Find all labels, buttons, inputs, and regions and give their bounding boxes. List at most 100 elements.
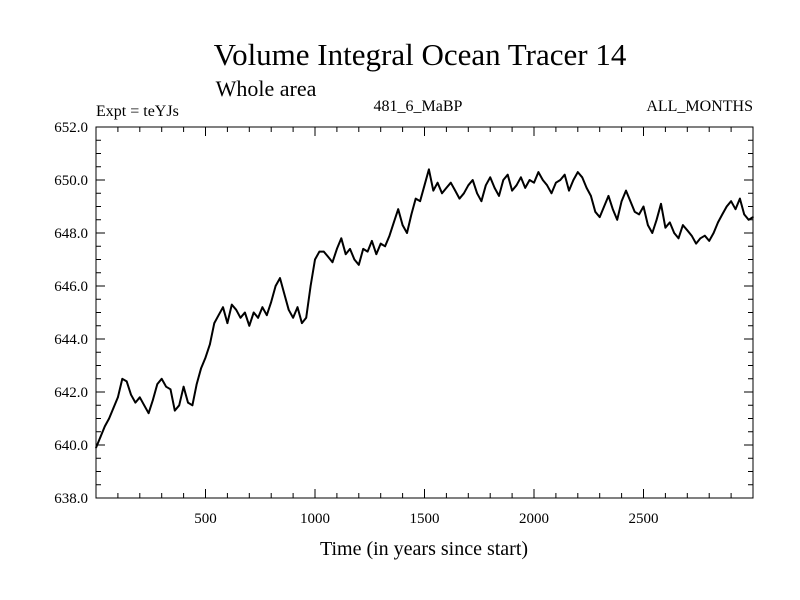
data-point	[112, 407, 115, 409]
data-point	[585, 187, 588, 189]
data-point	[463, 192, 465, 195]
data-point	[252, 311, 255, 314]
data-point	[401, 224, 404, 226]
data-point	[682, 224, 684, 226]
data-point	[471, 179, 474, 181]
x-tick-label: 2500	[629, 511, 659, 527]
data-point	[590, 195, 592, 197]
data-point	[248, 325, 251, 327]
data-point	[572, 179, 575, 181]
data-point	[187, 401, 189, 404]
data-point	[704, 234, 706, 237]
data-point	[721, 213, 724, 216]
data-point	[336, 248, 338, 250]
data-point	[524, 187, 526, 189]
data-point	[143, 404, 145, 407]
data-point	[125, 380, 128, 383]
data-point	[436, 181, 439, 184]
data-point	[480, 200, 483, 202]
y-tick-label: 644.0	[54, 332, 88, 348]
y-tick-labels: 638.0 640.0 642.0 644.0 646.0 648.0 650.0 652.0	[54, 120, 88, 507]
data-point	[182, 385, 185, 388]
data-point	[104, 425, 106, 428]
data-point	[244, 311, 246, 314]
data-point	[226, 322, 229, 324]
data-point	[344, 253, 347, 255]
data-point	[581, 176, 583, 179]
x-tick-label: 1500	[410, 511, 440, 527]
chart-subtitle: Whole area	[216, 76, 317, 101]
data-point	[747, 219, 750, 221]
data-point	[699, 237, 702, 240]
data-point	[677, 237, 680, 240]
data-point	[537, 171, 540, 173]
data-point	[410, 213, 413, 216]
y-tick-label: 652.0	[54, 120, 88, 136]
data-point	[520, 176, 522, 179]
data-point	[270, 301, 273, 303]
x-tick-label: 1000	[300, 511, 330, 527]
data-point	[213, 322, 216, 324]
data-point	[130, 393, 132, 396]
experiment-label: Expt = teYJs	[96, 103, 179, 120]
data-point	[647, 224, 649, 226]
data-point	[717, 221, 719, 224]
data-point	[327, 255, 329, 258]
data-point	[393, 221, 395, 224]
data-point	[607, 195, 610, 197]
data-point	[358, 264, 360, 266]
data-point	[353, 258, 356, 261]
data-point	[695, 242, 697, 245]
data-point	[283, 293, 286, 295]
data-point	[108, 417, 110, 420]
data-point	[318, 250, 321, 253]
data-point	[156, 383, 159, 385]
data-point	[739, 197, 741, 200]
data-point	[204, 356, 207, 359]
data-point	[546, 184, 548, 187]
data-point	[603, 205, 605, 208]
data-point	[266, 314, 268, 317]
data-point	[629, 200, 632, 202]
data-point	[620, 200, 623, 202]
data-point	[476, 192, 478, 195]
data-point	[441, 192, 443, 195]
data-point	[485, 184, 487, 187]
y-tick-label: 650.0	[54, 173, 88, 189]
data-point	[577, 171, 579, 173]
data-point	[257, 317, 259, 319]
data-point	[598, 216, 601, 218]
data-point	[633, 211, 636, 213]
data-point	[309, 285, 312, 287]
data-point	[550, 192, 553, 195]
data-point	[664, 226, 667, 229]
data-point	[287, 309, 290, 311]
data-points	[95, 168, 754, 449]
data-point	[305, 317, 308, 319]
chart-title: Volume Integral Ocean Tracer 14	[214, 37, 627, 72]
data-point	[458, 197, 461, 200]
data-point	[384, 245, 386, 248]
data-point	[638, 213, 640, 216]
data-point	[231, 303, 233, 306]
period-label: 481_6_MaBP	[374, 98, 463, 115]
data-point	[743, 213, 745, 216]
data-point	[388, 234, 391, 237]
data-point	[419, 200, 421, 202]
data-point	[428, 168, 430, 171]
data-point	[331, 261, 334, 264]
data-point	[423, 184, 426, 187]
data-point	[502, 179, 505, 181]
data-point	[712, 232, 715, 234]
data-point	[314, 258, 316, 261]
data-point	[217, 314, 220, 317]
x-axis-label: Time (in years since start)	[320, 538, 528, 560]
y-tick-label: 638.0	[54, 491, 88, 507]
data-point	[498, 195, 500, 197]
data-point	[375, 253, 378, 255]
data-point	[323, 250, 325, 253]
data-point	[379, 242, 382, 245]
data-point	[730, 200, 732, 202]
data-point	[406, 232, 408, 234]
data-point	[669, 221, 671, 224]
